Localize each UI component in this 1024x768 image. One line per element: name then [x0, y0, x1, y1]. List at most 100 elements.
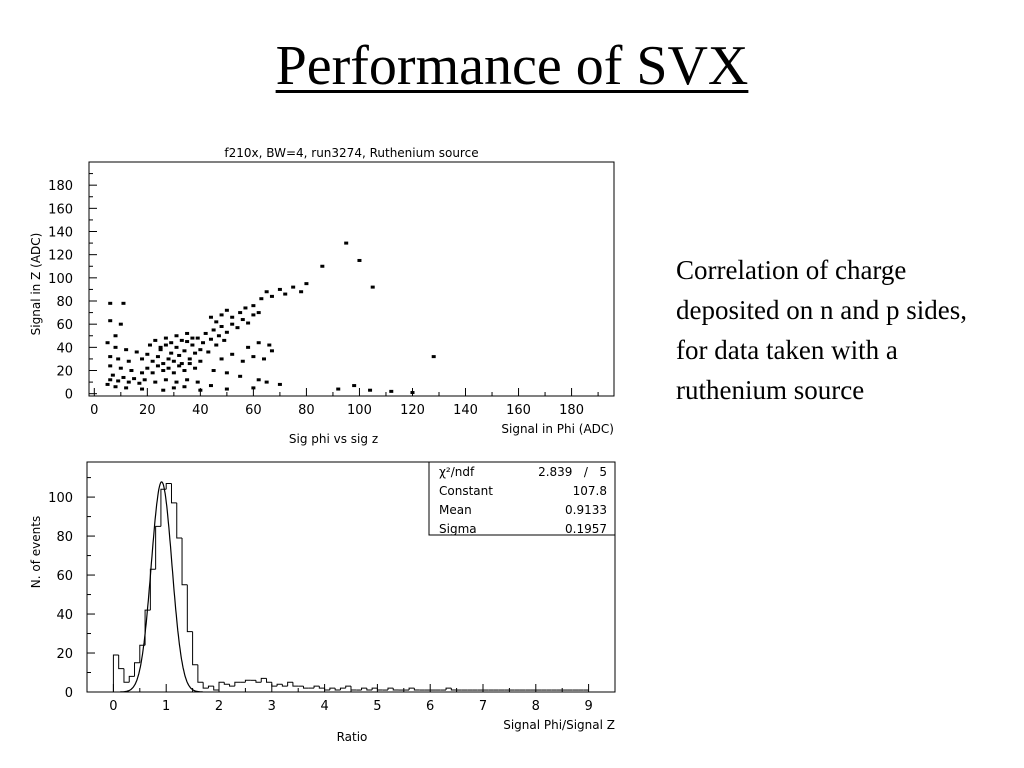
histogram-x-tick-label: 7	[479, 699, 487, 714]
scatter-point	[344, 241, 349, 245]
histogram-caption: Ratio	[337, 730, 368, 744]
scatter-point	[246, 345, 251, 349]
scatter-x-tick-label: 160	[506, 403, 531, 418]
scatter-point	[163, 343, 168, 347]
scatter-y-tick-label: 180	[48, 179, 73, 194]
histogram-bin	[176, 502, 183, 539]
histogram-bin	[313, 685, 320, 689]
histogram-bin	[229, 684, 235, 687]
histogram-y-label: N. of events	[29, 516, 43, 588]
scatter-point	[214, 343, 219, 347]
histogram-bin	[445, 687, 452, 691]
scatter-point	[277, 287, 282, 291]
scatter-frame	[88, 161, 615, 397]
histogram-bin	[345, 685, 351, 689]
scatter-point	[116, 357, 121, 361]
scatter-point	[110, 373, 115, 377]
scatter-point	[256, 378, 261, 382]
stats-value: 107.8	[573, 484, 607, 498]
scatter-point	[187, 362, 192, 366]
scatter-point	[410, 391, 415, 395]
histogram-bin	[207, 685, 214, 689]
histogram-x-tick-label: 4	[320, 699, 328, 714]
histogram-bin	[128, 675, 135, 683]
histogram-bin	[260, 677, 267, 683]
histogram-bin	[371, 687, 378, 691]
scatter-point	[124, 348, 129, 352]
scatter-point	[137, 381, 142, 385]
stats-box	[428, 461, 616, 536]
scatter-point	[224, 330, 229, 334]
scatter-point	[238, 374, 243, 378]
scatter-point	[185, 378, 190, 382]
histogram-y-tick-label: 20	[56, 647, 73, 662]
scatter-point	[140, 357, 145, 361]
histogram-bin	[324, 688, 330, 691]
scatter-point	[126, 359, 131, 363]
scatter-point	[368, 388, 373, 392]
scatter-point	[150, 371, 155, 375]
scatter-y-tick-label: 20	[56, 365, 73, 380]
scatter-point	[370, 285, 375, 289]
scatter-point	[222, 338, 227, 342]
scatter-point	[108, 355, 113, 359]
scatter-point	[163, 336, 168, 340]
scatter-point	[230, 322, 235, 326]
histogram-bin	[255, 680, 262, 683]
scatter-point	[251, 355, 256, 359]
scatter-point	[211, 328, 216, 332]
scatter-point	[198, 359, 203, 363]
scatter-point	[195, 336, 200, 340]
scatter-y-tick-label: 140	[48, 226, 73, 241]
scatter-x-tick-label: 40	[192, 403, 209, 418]
scatter-caption: Sig phi vs sig z	[289, 432, 378, 446]
histogram-x-tick-label: 5	[373, 699, 381, 714]
scatter-point	[262, 357, 266, 361]
stats-label: Constant	[439, 484, 493, 498]
scatter-point	[389, 389, 394, 393]
scatter-point	[155, 355, 160, 359]
histogram-x-tick-label: 6	[426, 699, 434, 714]
scatter-y-tick-label: 160	[48, 202, 73, 217]
histogram-x-tick-label: 9	[584, 699, 592, 714]
scatter-point	[304, 282, 309, 286]
scatter-point	[185, 331, 190, 335]
histogram-bin	[181, 538, 188, 586]
scatter-point	[230, 315, 235, 319]
scatter-point	[240, 318, 245, 322]
histogram-bin	[318, 686, 325, 689]
histogram-bin	[234, 681, 241, 687]
histogram-bin	[213, 686, 219, 691]
scatter-chart: f210x, BW=4, run3274, Ruthenium source 0 2…	[29, 146, 615, 446]
scatter-point	[214, 320, 219, 324]
scatter-point	[320, 264, 325, 268]
stats-label: Sigma	[439, 522, 477, 536]
scatter-point	[134, 350, 139, 354]
slide-caption: Correlation of charge deposited on n and…	[676, 255, 967, 405]
histogram-bin	[387, 687, 394, 691]
histogram-bin	[366, 688, 373, 691]
scatter-point	[256, 341, 261, 345]
scatter-point	[108, 301, 113, 305]
scatter-point	[219, 324, 224, 328]
histogram-y-tick-label: 60	[56, 569, 73, 584]
histogram-bin	[123, 668, 130, 683]
scatter-point	[161, 362, 166, 366]
stats-label: χ²/ndf	[439, 465, 475, 479]
scatter-x-tick-label: 100	[347, 403, 372, 418]
histogram-x-tick-label: 8	[532, 699, 540, 714]
scatter-point	[269, 349, 274, 353]
scatter-point	[171, 386, 176, 390]
stats-value: 0.9133	[565, 503, 607, 517]
scatter-point	[190, 336, 195, 340]
scatter-point	[277, 382, 282, 386]
scatter-point	[126, 380, 131, 384]
histogram-bin	[112, 654, 119, 692]
scatter-point	[219, 313, 224, 317]
scatter-point	[357, 258, 362, 262]
histogram-bin	[350, 686, 357, 691]
scatter-point	[153, 380, 158, 384]
scatter-point	[163, 378, 168, 382]
scatter-point	[190, 343, 195, 347]
scatter-point	[264, 380, 269, 384]
